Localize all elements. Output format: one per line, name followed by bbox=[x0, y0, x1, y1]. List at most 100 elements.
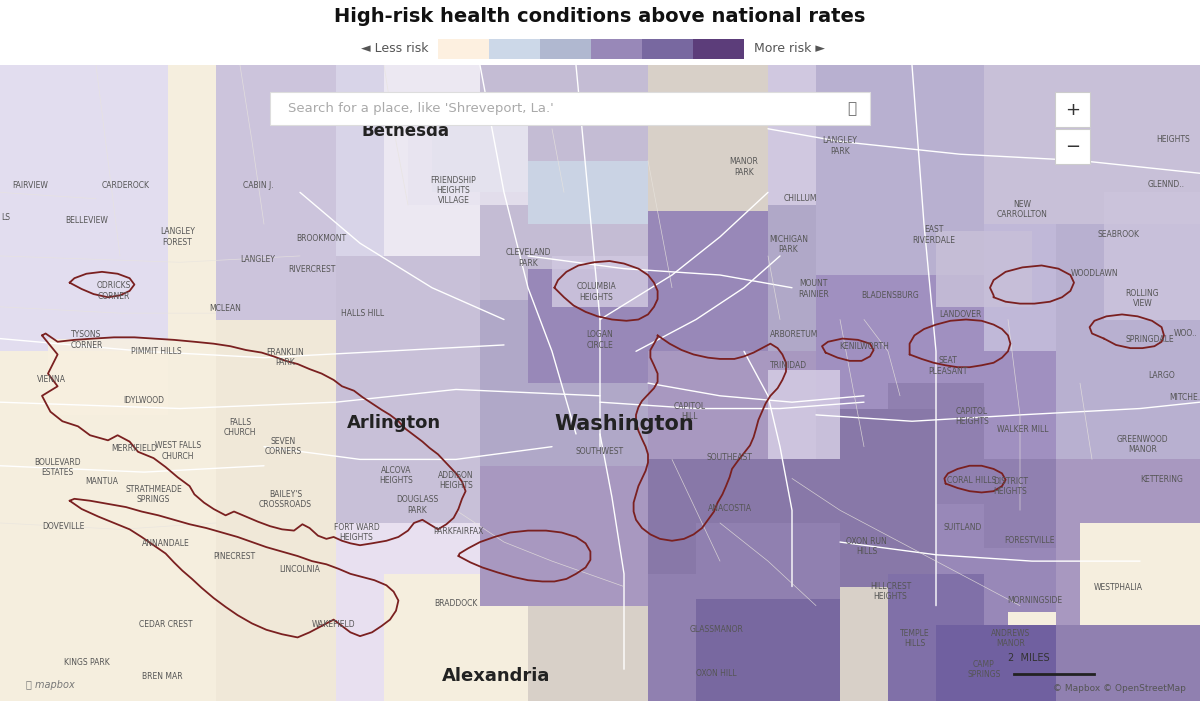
Text: WAKEFIELD: WAKEFIELD bbox=[312, 620, 355, 629]
Bar bbox=[216, 65, 384, 320]
Text: NEW
CARROLLTON: NEW CARROLLTON bbox=[997, 200, 1048, 219]
Text: SUITLAND: SUITLAND bbox=[943, 523, 982, 532]
Text: GLASSMANOR: GLASSMANOR bbox=[690, 625, 743, 634]
Bar bbox=[768, 129, 912, 351]
Bar bbox=[336, 224, 528, 542]
Text: VIENNA: VIENNA bbox=[37, 376, 66, 384]
Text: MANOR
PARK: MANOR PARK bbox=[730, 157, 758, 177]
Bar bbox=[336, 523, 528, 701]
Bar bbox=[648, 301, 816, 479]
Text: CABIN J.: CABIN J. bbox=[242, 182, 274, 191]
Text: ADDISON
HEIGHTS: ADDISON HEIGHTS bbox=[438, 470, 474, 490]
Text: SEVEN
CORNERS: SEVEN CORNERS bbox=[265, 437, 301, 456]
Text: SEABROOK: SEABROOK bbox=[1098, 231, 1140, 240]
Bar bbox=[1104, 192, 1200, 320]
Text: EAST
RIVERDALE: EAST RIVERDALE bbox=[912, 225, 955, 245]
Text: CAPITOL
HEIGHTS: CAPITOL HEIGHTS bbox=[955, 407, 989, 426]
Text: LANGLEY
FOREST: LANGLEY FOREST bbox=[160, 227, 196, 247]
Text: GLENND..: GLENND.. bbox=[1148, 179, 1184, 189]
Text: OXON HILL: OXON HILL bbox=[696, 669, 737, 678]
Text: CAMP
SPRINGS: CAMP SPRINGS bbox=[967, 660, 1001, 679]
FancyBboxPatch shape bbox=[270, 93, 870, 125]
Bar bbox=[1008, 612, 1128, 701]
Text: ANNANDALE: ANNANDALE bbox=[142, 539, 190, 547]
Text: ALCOVA
HEIGHTS: ALCOVA HEIGHTS bbox=[379, 465, 413, 485]
Text: FALLS
CHURCH: FALLS CHURCH bbox=[223, 418, 257, 437]
Text: More risk ►: More risk ► bbox=[754, 42, 824, 55]
Text: ◄ Less risk: ◄ Less risk bbox=[361, 42, 428, 55]
Bar bbox=[438, 39, 490, 59]
Text: BAILEY'S
CROSSROADS: BAILEY'S CROSSROADS bbox=[259, 490, 312, 509]
Bar bbox=[648, 574, 816, 701]
Text: CAPITOL
HILL: CAPITOL HILL bbox=[674, 402, 706, 421]
Text: ARBORETUM: ARBORETUM bbox=[770, 329, 818, 339]
Text: ⌕: ⌕ bbox=[847, 101, 857, 116]
Bar bbox=[1056, 192, 1200, 479]
Bar bbox=[984, 548, 1128, 625]
Text: GREENWOOD
MANOR: GREENWOOD MANOR bbox=[1116, 435, 1169, 454]
Bar bbox=[408, 109, 528, 205]
Text: Ⓜ mapbox: Ⓜ mapbox bbox=[26, 679, 76, 690]
Bar bbox=[432, 116, 528, 192]
Bar bbox=[696, 587, 840, 701]
Text: BELLEVIEW: BELLEVIEW bbox=[65, 217, 108, 226]
Text: +: + bbox=[1066, 101, 1080, 118]
Text: CHILLUM: CHILLUM bbox=[784, 194, 817, 203]
Bar bbox=[528, 161, 648, 224]
Text: SEAT
PLEASANT: SEAT PLEASANT bbox=[929, 356, 967, 376]
Bar bbox=[1055, 93, 1090, 127]
Bar bbox=[528, 268, 696, 383]
Bar bbox=[642, 39, 694, 59]
Bar bbox=[490, 39, 540, 59]
Bar bbox=[888, 383, 1056, 523]
Text: TRINIDAD: TRINIDAD bbox=[770, 361, 806, 370]
Text: FORT WARD
HEIGHTS: FORT WARD HEIGHTS bbox=[334, 523, 379, 542]
Text: Arlington: Arlington bbox=[347, 414, 440, 432]
Text: MORNINGSIDE: MORNINGSIDE bbox=[1007, 596, 1062, 605]
Text: KINGS PARK: KINGS PARK bbox=[64, 658, 109, 667]
Text: CLEVELAND
PARK: CLEVELAND PARK bbox=[505, 248, 551, 268]
Text: BROOKMONT: BROOKMONT bbox=[296, 233, 347, 243]
Text: WEST FALLS
CHURCH: WEST FALLS CHURCH bbox=[155, 442, 200, 461]
Bar bbox=[984, 459, 1128, 574]
Text: PARKFAIRFAX: PARKFAIRFAX bbox=[433, 526, 484, 536]
Text: MERRIFIELD: MERRIFIELD bbox=[112, 444, 157, 453]
Text: BRADDOCK: BRADDOCK bbox=[434, 599, 478, 608]
Text: ODRICKS
CORNER: ODRICKS CORNER bbox=[97, 281, 131, 301]
Text: FRANKLIN
PARK: FRANKLIN PARK bbox=[266, 348, 305, 367]
Text: DOUGLASS
PARK: DOUGLASS PARK bbox=[396, 496, 439, 515]
Text: SOUTHWEST: SOUTHWEST bbox=[576, 447, 624, 456]
Text: BLADENSBURG: BLADENSBURG bbox=[862, 291, 919, 300]
Text: Alexandria: Alexandria bbox=[442, 667, 550, 685]
Bar bbox=[336, 65, 480, 256]
Text: DISTRICT
HEIGHTS: DISTRICT HEIGHTS bbox=[992, 477, 1028, 496]
Text: LANGLEY: LANGLEY bbox=[240, 254, 276, 264]
Text: PIMMIT HILLS: PIMMIT HILLS bbox=[131, 347, 181, 356]
Text: LINCOLNIA: LINCOLNIA bbox=[280, 565, 320, 574]
Bar bbox=[984, 339, 1128, 479]
Bar bbox=[0, 65, 168, 351]
Text: IDYLWOOD: IDYLWOOD bbox=[124, 396, 164, 405]
Bar bbox=[768, 65, 912, 205]
Text: HILLCREST
HEIGHTS: HILLCREST HEIGHTS bbox=[870, 582, 911, 601]
Text: OXON RUN
HILLS: OXON RUN HILLS bbox=[846, 537, 887, 556]
Text: LANDOVER: LANDOVER bbox=[938, 310, 982, 319]
Bar bbox=[480, 65, 648, 320]
Text: MANTUA: MANTUA bbox=[85, 477, 119, 486]
Text: WOODLAWN: WOODLAWN bbox=[1070, 268, 1118, 278]
Bar bbox=[480, 465, 696, 606]
Bar bbox=[216, 320, 384, 701]
Text: ROLLING
VIEW: ROLLING VIEW bbox=[1126, 289, 1159, 308]
Bar bbox=[648, 212, 816, 351]
Bar bbox=[552, 256, 648, 307]
Text: TYSONS
CORNER: TYSONS CORNER bbox=[71, 330, 102, 350]
Bar bbox=[120, 434, 216, 498]
Bar bbox=[888, 574, 1056, 701]
Bar bbox=[540, 39, 592, 59]
Text: STRATHMEADE
SPRINGS: STRATHMEADE SPRINGS bbox=[125, 484, 182, 504]
Text: WESTPHALIA: WESTPHALIA bbox=[1094, 583, 1142, 592]
Text: −: − bbox=[1064, 137, 1080, 156]
Bar bbox=[1056, 65, 1200, 224]
Text: KENILWORTH: KENILWORTH bbox=[839, 342, 889, 351]
Text: CEDAR CREST: CEDAR CREST bbox=[139, 620, 192, 629]
